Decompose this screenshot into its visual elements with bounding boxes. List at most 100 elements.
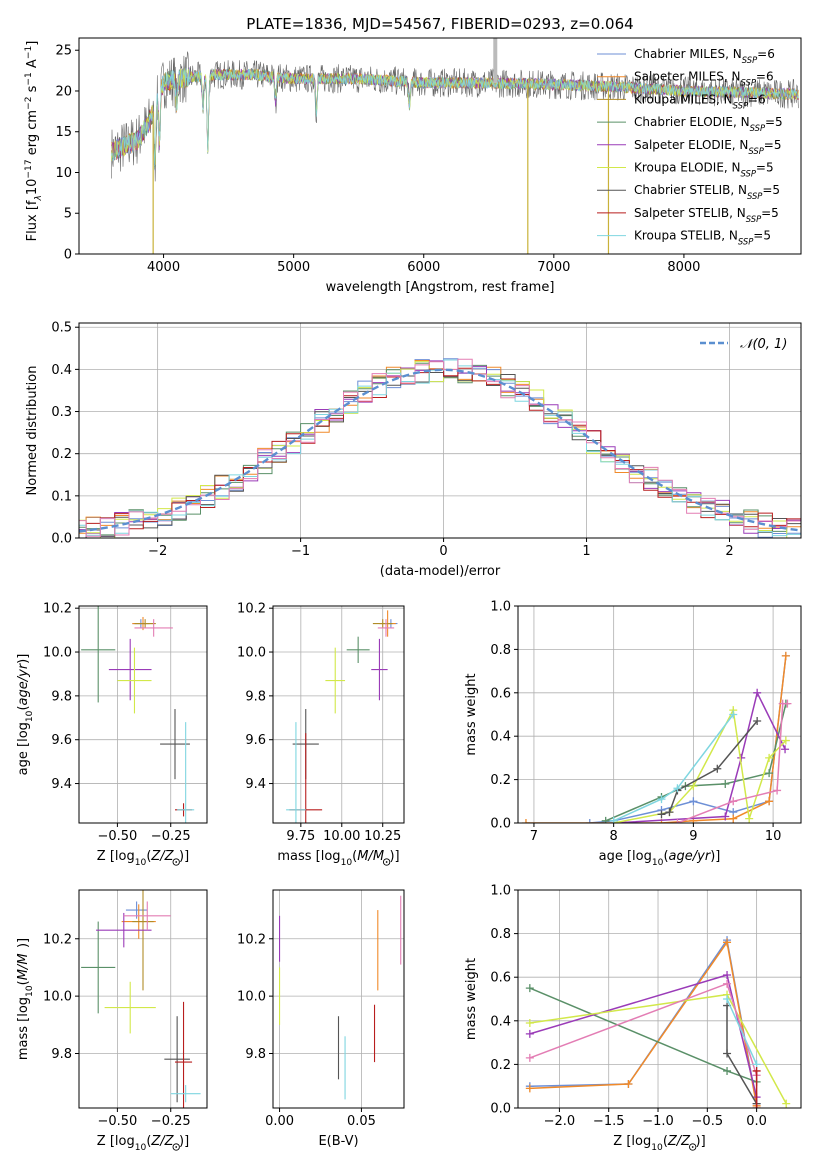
- y-tick-label: 9.6: [51, 733, 72, 748]
- label-part: 10: [25, 710, 35, 722]
- x-tick-label: −0.5: [692, 1114, 724, 1129]
- y-axis-label: mass weight: [464, 673, 479, 755]
- weight-marker: [657, 795, 666, 804]
- label-part: age [log: [16, 722, 31, 775]
- axes-frame: [78, 322, 802, 539]
- weight-marker: [765, 753, 774, 762]
- weight-marker: [752, 1104, 761, 1108]
- label-part: (: [352, 849, 357, 864]
- y-tick-label: 10.0: [43, 990, 72, 1005]
- y-tick-label: 0.8: [490, 927, 511, 942]
- legend-label: Kroupa ELODIE, NSSP=5: [634, 161, 774, 179]
- label-part: 10: [25, 179, 40, 196]
- label-part: Chabrier STELIB, N: [634, 183, 747, 197]
- label-part: =5: [756, 161, 774, 175]
- x-tick-label: 10: [765, 829, 782, 844]
- x-tick-label: 6000: [407, 260, 440, 275]
- weight-marker: [721, 812, 730, 821]
- weight-marker: [657, 810, 666, 819]
- weight-marker: [723, 979, 732, 988]
- label-part: mass [log: [277, 849, 340, 864]
- x-tick-label: −2.0: [544, 1114, 576, 1129]
- plot-area: [278, 895, 402, 1100]
- y-tick-label: 9.8: [51, 689, 72, 704]
- label-part: Chabrier ELODIE, N: [634, 115, 750, 129]
- y-axis-label: Flux [fλ10−17 erg cm−2 s−1 A−1]: [24, 41, 44, 242]
- label-part: SSP: [733, 100, 749, 110]
- y-tick-label: 10.0: [237, 990, 266, 1005]
- label-part: 10: [652, 858, 664, 868]
- y-tick-label: 0.8: [490, 643, 511, 658]
- x-tick-label: 8: [610, 829, 618, 844]
- label-part: (: [146, 1134, 151, 1149]
- x-tick-label: 0.00: [265, 1114, 294, 1129]
- weight-marker: [665, 808, 674, 817]
- x-tick-label: 10.00: [323, 829, 360, 844]
- label-part: Salpeter MILES, N: [634, 70, 741, 84]
- label-part: λ: [34, 195, 44, 201]
- y-axis-label: age [log10(age/yr)]: [16, 654, 35, 776]
- weight-line: [529, 938, 758, 1104]
- label-part: )]: [179, 849, 189, 864]
- weight-marker: [721, 779, 730, 788]
- x-tick-label: −0.50: [97, 1114, 137, 1129]
- weight-marker: [752, 1066, 761, 1075]
- label-part: =5: [753, 229, 771, 243]
- legend-label: Chabrier ELODIE, NSSP=5: [634, 115, 783, 133]
- label-part: (: [663, 1134, 668, 1149]
- legend-label: Kroupa STELIB, NSSP=5: [634, 229, 771, 247]
- label-part: ]: [25, 41, 40, 46]
- weight-marker: [781, 745, 790, 754]
- label-part: (: [146, 849, 151, 864]
- weight-marker: [673, 819, 682, 823]
- x-tick-label: 0.05: [347, 1114, 376, 1129]
- panel-ebv-mass: 0.00 0.05 9.8 10.0 10.2 E(B-V): [237, 889, 405, 1149]
- x-tick-label: 10.25: [364, 829, 401, 844]
- axes-frame: [78, 605, 208, 824]
- legend-label: Kroupa MILES, NSSP=6: [634, 92, 766, 110]
- y-tick-label: 0.2: [490, 773, 511, 788]
- y-tick-label: 15: [55, 125, 72, 140]
- plot-area: [286, 610, 398, 823]
- label-part: SSP: [748, 146, 764, 156]
- weight-marker: [765, 797, 774, 806]
- histogram-series: [79, 358, 801, 537]
- weight-marker: [609, 816, 618, 823]
- y-tick-label: 9.8: [51, 1047, 72, 1062]
- x-axis-label: wavelength [Angstrom, rest frame]: [326, 280, 555, 295]
- label-part: 10: [135, 858, 147, 868]
- weight-marker: [525, 1018, 534, 1027]
- x-tick-label: 8000: [667, 260, 700, 275]
- y-tick-label: 10.2: [43, 932, 72, 947]
- sun-symbol-icon: [691, 1146, 694, 1148]
- y-tick-label: 0.0: [490, 817, 511, 832]
- label-part: SSP: [741, 78, 757, 88]
- label-part: −1: [24, 72, 34, 85]
- x-axis-label: mass [log10(M/M )]: [277, 849, 399, 868]
- label-part: SSP: [742, 55, 758, 65]
- weight-line: [529, 987, 757, 1083]
- weight-line: [605, 703, 787, 822]
- weight-line: [526, 655, 787, 823]
- label-part: age/yr: [669, 849, 712, 864]
- x-tick-label: 4000: [147, 260, 180, 275]
- label-part: SSP: [747, 191, 763, 201]
- y-axis-label: mass [log10(M/M )]: [16, 938, 35, 1060]
- normal-curve: [79, 368, 801, 533]
- legend-label: Salpeter STELIB, NSSP=5: [634, 206, 779, 224]
- y-tick-label: 9.4: [51, 777, 72, 792]
- label-part: =6: [757, 47, 775, 61]
- y-tick-label: 9.8: [245, 1047, 266, 1062]
- spectrum-line: [111, 67, 799, 166]
- label-part: Z [log: [97, 849, 135, 864]
- y-tick-label: 0.0: [490, 1102, 511, 1117]
- axes-frame: [272, 605, 405, 824]
- y-tick-label: 0.1: [51, 489, 72, 504]
- weight-marker: [773, 786, 782, 795]
- y-tick-label: 0.2: [490, 1058, 511, 1073]
- x-axis-label: (data-model)/error: [380, 564, 501, 579]
- y-tick-label: 20: [55, 84, 72, 99]
- label-part: )]: [389, 849, 399, 864]
- x-tick-label: 2: [725, 544, 733, 559]
